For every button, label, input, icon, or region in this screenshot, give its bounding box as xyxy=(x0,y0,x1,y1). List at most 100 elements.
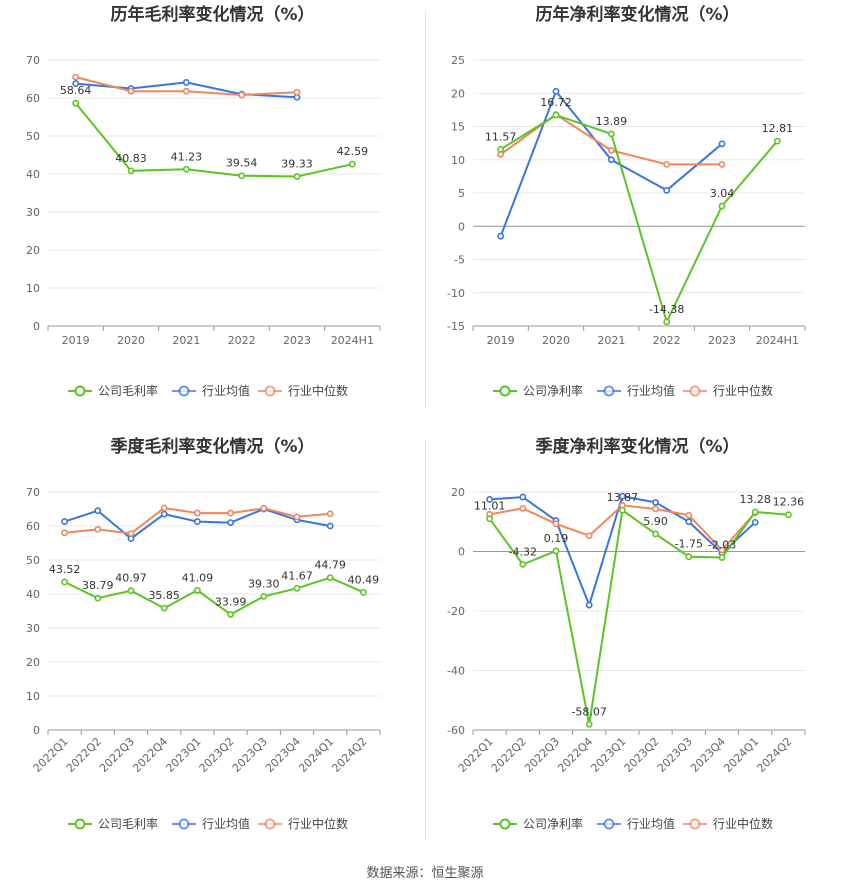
data-point xyxy=(160,504,168,512)
chart-svg: 历年净利率变化情况（%） -15 -10 -5 0 5 10 15 20 25 2019 2020 20… xyxy=(447,4,806,398)
data-point xyxy=(127,167,135,175)
data-point xyxy=(552,87,560,95)
data-point xyxy=(751,508,759,516)
data-point xyxy=(552,547,560,555)
y-tick-label: 70 xyxy=(26,54,40,67)
data-point xyxy=(359,588,367,596)
data-point xyxy=(160,510,168,518)
data-point xyxy=(685,553,693,561)
data-label: 40.97 xyxy=(115,572,147,585)
data-point xyxy=(193,509,201,517)
legend-swatch-marker xyxy=(264,385,276,397)
data-point xyxy=(182,165,190,173)
data-point xyxy=(61,578,68,586)
x-tick-label: 2023Q1 xyxy=(163,735,203,775)
data-label: 39.30 xyxy=(248,577,280,590)
data-point xyxy=(94,507,102,515)
series-line xyxy=(74,102,353,178)
data-label: 39.33 xyxy=(281,158,313,171)
y-tick-label: 20 xyxy=(26,656,40,669)
legend-item: 行业均值 xyxy=(172,816,250,831)
x-tick-label: 2023Q2 xyxy=(622,735,662,775)
data-point xyxy=(293,88,301,96)
data-label: -14.38 xyxy=(649,303,684,316)
chart-svg: 季度净利率变化情况（%）-60-40-200202022Q12022Q22022… xyxy=(447,436,806,831)
data-point xyxy=(497,232,505,240)
data-point xyxy=(293,584,301,592)
legend-item: 行业均值 xyxy=(597,816,675,831)
chart-quarterly-net-margin: 季度净利率变化情况（%） -60 -40 -20 0 20 2022Q1 2022Q2 2022… xyxy=(425,432,850,852)
data-point xyxy=(618,506,626,514)
y-tick-label: 70 xyxy=(26,486,40,499)
data-label: -2.03 xyxy=(708,539,736,552)
data-point xyxy=(618,492,626,500)
data-point xyxy=(326,522,334,530)
data-label: 12.36 xyxy=(773,496,805,509)
legend-item: 行业均值 xyxy=(172,383,250,398)
y-tick-label: 20 xyxy=(451,87,465,100)
data-point xyxy=(552,520,560,528)
data-point xyxy=(238,91,246,99)
data-point xyxy=(127,587,135,595)
x-tick-label: 2022Q1 xyxy=(456,735,496,775)
data-point xyxy=(718,202,726,210)
y-tick-label: 60 xyxy=(26,92,40,105)
data-label: 38.79 xyxy=(82,579,114,592)
y-tick-label: 60 xyxy=(26,520,40,533)
legend-label: 行业中位数 xyxy=(288,383,348,398)
chart-title: 季度毛利率变化情况（%） xyxy=(110,436,314,457)
x-tick-label: 2023 xyxy=(283,334,311,347)
y-tick-label: 40 xyxy=(26,168,40,181)
data-point xyxy=(260,592,268,600)
y-tick-label: -60 xyxy=(447,724,465,737)
legend-label: 公司毛利率 xyxy=(98,383,158,398)
data-point xyxy=(238,172,246,180)
data-point xyxy=(519,560,527,568)
legend-swatch-marker xyxy=(264,818,276,830)
y-tick-label: 20 xyxy=(451,486,465,499)
x-tick-label: 2022Q4 xyxy=(555,735,595,775)
data-point xyxy=(486,496,493,503)
data-point xyxy=(72,80,80,87)
data-point xyxy=(607,156,615,164)
legend-label: 行业中位数 xyxy=(713,383,773,398)
data-label: 35.85 xyxy=(148,589,180,602)
y-tick-label: 0 xyxy=(33,724,40,737)
y-tick-label: -40 xyxy=(447,665,465,678)
data-point xyxy=(227,509,234,517)
y-tick-label: -10 xyxy=(447,287,465,300)
legend-label: 行业中位数 xyxy=(288,816,348,831)
data-point xyxy=(585,720,593,728)
legend-swatch-marker xyxy=(178,385,190,397)
data-point xyxy=(127,87,135,95)
data-point xyxy=(773,137,781,145)
legend-label: 公司毛利率 xyxy=(98,816,158,831)
legend-label: 行业均值 xyxy=(202,816,250,831)
legend-swatch-marker xyxy=(499,385,511,397)
chart-title: 季度净利率变化情况（%） xyxy=(535,436,739,457)
chart-svg: 季度毛利率变化情况（%）0102030405060702022Q12022Q22… xyxy=(26,436,381,831)
series-line xyxy=(64,576,364,616)
x-tick-label: 2023 xyxy=(708,334,736,347)
data-label: 0.19 xyxy=(544,532,569,545)
x-tick-label: 2023Q3 xyxy=(655,735,695,775)
data-source: 数据来源：恒生聚源 xyxy=(366,866,484,881)
data-label: 5.90 xyxy=(643,515,668,528)
data-point xyxy=(182,79,190,86)
data-point xyxy=(652,499,659,506)
data-label: 42.59 xyxy=(337,145,369,158)
data-point xyxy=(652,530,659,538)
legend-swatch-marker xyxy=(74,818,86,830)
chart-annual-net-margin: 历年净利率变化情况（%） -15 -10 -5 0 5 10 15 20 25 2019 2020 20… xyxy=(425,0,850,420)
y-tick-label: 50 xyxy=(26,554,40,567)
y-tick-label: -20 xyxy=(447,605,465,618)
x-tick-label: 2022Q2 xyxy=(64,735,104,775)
legend-item: 行业中位数 xyxy=(258,816,348,831)
data-point xyxy=(72,73,80,81)
data-point xyxy=(663,318,671,326)
data-point xyxy=(607,147,615,154)
x-tick-label: 2022Q1 xyxy=(31,735,71,775)
data-label: 11.57 xyxy=(485,130,517,143)
data-point xyxy=(227,611,234,618)
legend-item: 行业中位数 xyxy=(683,383,773,398)
